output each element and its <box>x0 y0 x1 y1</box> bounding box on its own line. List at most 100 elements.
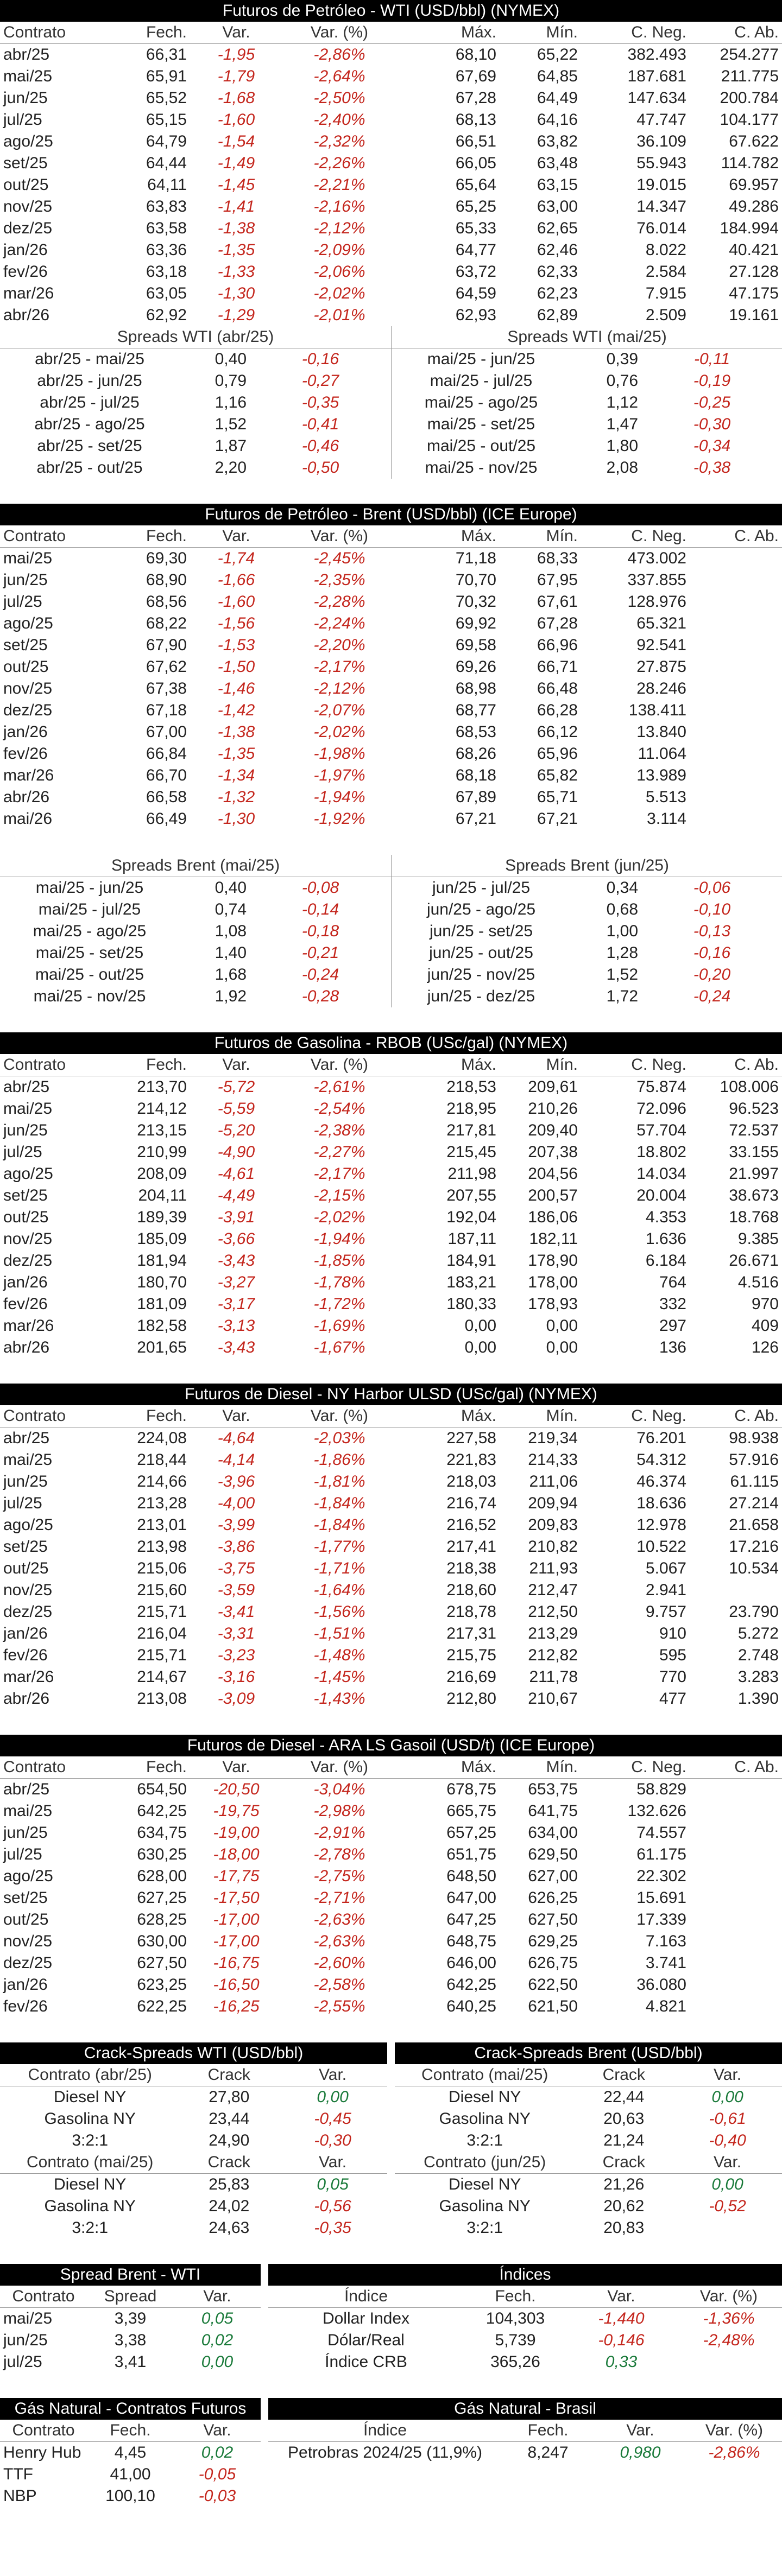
table-row: mai/25 - jun/25 0,39 -0,11 <box>392 348 782 371</box>
table-cell: 19.015 <box>636 176 686 194</box>
table-row: dez/25 63,58 -1,38 -2,12% 65,33 62,65 76.014 18… <box>0 218 782 239</box>
table-row: nov/25 630,00 -17,00 -2,63% 648,75 629,25 7.16… <box>0 1931 782 1952</box>
table-cell: 1,08 <box>215 922 247 940</box>
table-row: nov/25 185,09 -3,66 -1,94% 187,11 182,11 1.636… <box>0 1228 782 1250</box>
table-cell: dez/25 <box>3 1954 53 1972</box>
table-cell <box>690 743 782 765</box>
table-cell: 69,30 <box>146 549 187 567</box>
table-row: Gasolina NY 20,63 -0,61 <box>395 2108 782 2130</box>
table-cell: 26.671 <box>729 1252 779 1270</box>
table-cell: -2,21% <box>313 176 365 194</box>
rbob-futures-table: Contrato Fech. Var. Var. (%) Máx. Mín. C. Neg.… <box>0 1054 782 1359</box>
table-cell: 628,25 <box>137 1911 187 1928</box>
table-cell: 147.634 <box>627 89 686 107</box>
table-cell: 182,11 <box>529 1230 578 1248</box>
table-cell: mai/25 <box>3 67 53 85</box>
table-cell: 218,03 <box>446 1473 496 1490</box>
table-cell: 218,60 <box>446 1581 496 1599</box>
spreads-header-row: Spreads WTI (mai/25) <box>392 326 782 348</box>
table-cell: -1,48% <box>313 1646 365 1664</box>
column-header: Contrato <box>0 1405 103 1427</box>
table-row: TTF 41,00 -0,05 <box>0 2464 261 2485</box>
table-cell: 629,25 <box>528 1932 578 1950</box>
table-cell: 126 <box>751 1338 779 1356</box>
table-cell: Diesel NY <box>449 2088 521 2106</box>
table-row: mar/26 63,05 -1,30 -2,02% 64,59 62,23 7.915 47.… <box>0 283 782 304</box>
table-cell: -19,75 <box>213 1802 260 1820</box>
table-cell: 66,51 <box>455 132 496 150</box>
column-header: C. Neg. <box>581 1756 690 1779</box>
column-header: Spread <box>87 2286 174 2308</box>
table-cell: -2,32% <box>313 132 365 150</box>
table-cell: 221,83 <box>446 1451 496 1469</box>
table-cell: -1,71% <box>313 1559 365 1577</box>
spreads-table: Spreads Brent (mai/25) mai/25 - jun/25 0,4… <box>0 855 392 1007</box>
table-cell: 5.067 <box>645 1559 686 1577</box>
table-cell: -0,03 <box>198 2487 236 2505</box>
table-row: jun/25 3,38 0,02 <box>0 2330 261 2351</box>
table-cell: -17,00 <box>213 1911 260 1928</box>
table-cell: 104,303 <box>485 2309 545 2327</box>
table-cell: 66,71 <box>537 658 578 676</box>
table-cell: 626,25 <box>528 1889 578 1907</box>
table-cell <box>690 1931 782 1952</box>
table-cell: 136 <box>659 1338 686 1356</box>
table-cell: -0,24 <box>301 966 339 984</box>
table-cell: 213,01 <box>137 1516 187 1534</box>
table-cell: 1,16 <box>215 394 247 411</box>
table-cell <box>690 656 782 678</box>
table-cell: 1,28 <box>606 944 639 962</box>
spread_bw-box: Spread Brent - WTI Contrato Spread Var. mai/… <box>0 2264 261 2373</box>
table-cell: 13.989 <box>636 766 686 784</box>
table-cell: 24,90 <box>209 2131 250 2149</box>
table-cell: 218,78 <box>446 1603 496 1621</box>
table-cell: -1,68 <box>217 89 255 107</box>
table-row: 3:2:1 24,90 -0,30 <box>0 2130 387 2152</box>
table-cell: -1,35 <box>217 745 255 763</box>
table-cell: 4.516 <box>737 1273 779 1291</box>
table-cell: 212,47 <box>528 1581 578 1599</box>
table-cell: 0,79 <box>215 372 247 390</box>
table-row: dez/25 215,71 -3,41 -1,56% 218,78 212,50 9.757… <box>0 1601 782 1623</box>
table-cell: 227,58 <box>446 1429 496 1447</box>
table-cell: 337.855 <box>627 571 686 589</box>
table-row: abr/25 654,50 -20,50 -3,04% 678,75 653,75 58.8… <box>0 1779 782 1801</box>
table-cell: 215,45 <box>446 1143 496 1161</box>
table-cell: 27,80 <box>209 2088 250 2106</box>
table-cell: -1,54 <box>217 132 255 150</box>
table-cell: -2,64% <box>313 67 365 85</box>
table-row: abr/25 - set/25 1,87 -0,46 <box>0 435 391 457</box>
table-cell: 67,28 <box>455 89 496 107</box>
table-cell: 627,00 <box>528 1867 578 1885</box>
table-cell: -2,35% <box>313 571 365 589</box>
table-cell: ago/25 <box>3 1516 53 1534</box>
table-cell: -3,86 <box>217 1538 255 1556</box>
table-cell: 623,25 <box>137 1976 187 1994</box>
table-cell: ago/25 <box>3 614 53 632</box>
table-cell: 64,11 <box>147 176 187 194</box>
table-cell: 17.216 <box>729 1538 779 1556</box>
table-row: mai/25 218,44 -4,14 -1,86% 221,83 214,33 54.31… <box>0 1449 782 1471</box>
table-cell: -2,06% <box>313 263 365 281</box>
table-cell: 66,96 <box>537 636 578 654</box>
column-header: Var. <box>278 2064 387 2086</box>
indices-box: Índices Índice Fech. Var. Var. (%) Dollar Ind… <box>268 2264 782 2373</box>
table-row: jul/25 630,25 -18,00 -2,78% 651,75 629,50 61.1… <box>0 1844 782 1866</box>
table-cell: 24,02 <box>209 2197 250 2215</box>
table-cell: 209,40 <box>528 1121 578 1139</box>
wti-spreads-left: Spreads WTI (abr/25) abr/25 - mai/25 0,40 -… <box>0 326 392 479</box>
table-cell: 627,50 <box>137 1954 187 1972</box>
table-row: abr/26 201,65 -3,43 -1,67% 0,00 0,00 136 126 <box>0 1337 782 1359</box>
table-cell: 72.537 <box>729 1121 779 1139</box>
table-cell: 27.128 <box>729 263 779 281</box>
table-row: 3:2:1 20,83 <box>395 2217 782 2239</box>
table-row: 3:2:1 21,24 -0,40 <box>395 2130 782 2152</box>
table-cell: 40.421 <box>729 241 779 259</box>
table-cell: -2,26% <box>313 154 365 172</box>
table-cell: 207,38 <box>528 1143 578 1161</box>
table-row: mai/25 - ago/25 1,12 -0,25 <box>392 392 782 414</box>
table-cell: 21,26 <box>603 2175 645 2193</box>
table-cell: 184.994 <box>720 219 779 237</box>
brent-futures-title: Futuros de Petróleo - Brent (USD/bbl) (I… <box>0 504 782 525</box>
table-cell: jun/25 <box>3 1824 48 1842</box>
